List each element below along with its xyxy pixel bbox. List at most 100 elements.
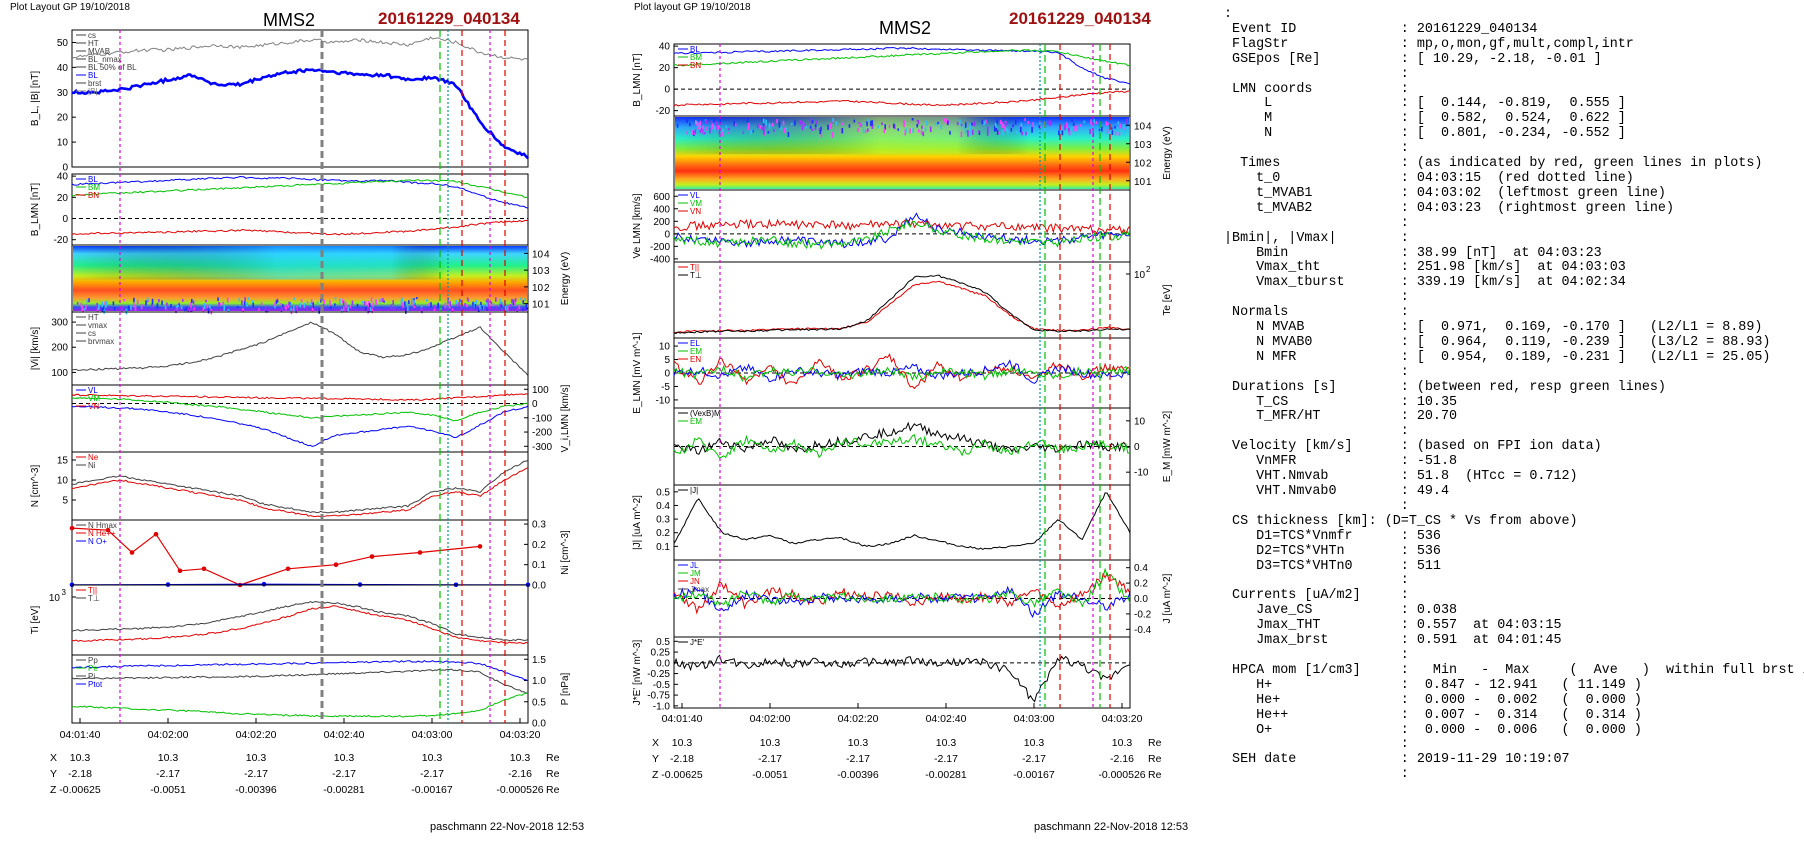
- y-tick-label: 200: [653, 217, 670, 228]
- coord-value: -0.00625: [661, 769, 703, 781]
- spectrogram-pixel: [799, 119, 802, 125]
- series-point: [285, 566, 291, 572]
- spectrogram-pixel: [1058, 130, 1060, 136]
- spectrogram-pixel: [956, 122, 959, 126]
- spectrogram-pixel: [814, 124, 817, 128]
- spectrogram-pixel: [734, 123, 737, 127]
- summary-line: N MVAB : [ 0.971, 0.169, -0.170 ] (L2/L1…: [1224, 320, 1763, 336]
- spectrogram-pixel: [860, 123, 862, 126]
- coord-value: -0.0051: [150, 784, 186, 796]
- spectrogram-pixel: [488, 304, 491, 308]
- summary-line: VHT.Nmvab0 : 49.4: [1224, 484, 1449, 499]
- spectrogram-pixel: [1114, 126, 1116, 129]
- y-tick-label: 0.25: [651, 648, 671, 659]
- spectrogram-pixel: [492, 303, 495, 307]
- spectrogram-pixel: [841, 122, 843, 126]
- summary-line: Jmax_brst : 0.591 at 04:01:45: [1224, 633, 1562, 649]
- spectrogram-pixel: [299, 302, 301, 308]
- spectrogram-pixel: [1016, 130, 1018, 135]
- y-tick-label: 20: [57, 113, 69, 124]
- y-axis-label: Ve LMN [km/s]: [632, 193, 643, 258]
- spectrogram-pixel: [1043, 127, 1046, 130]
- spectrogram-pixel: [448, 301, 450, 308]
- spectrogram-pixel: [329, 300, 331, 307]
- spectrogram-pixel: [1093, 119, 1095, 125]
- spectrogram-pixel: [728, 128, 730, 131]
- y-tick-label: 0: [62, 214, 68, 225]
- spectrogram-pixel: [1123, 123, 1125, 129]
- spectrogram-pixel: [181, 298, 184, 302]
- spectrogram-pixel: [433, 305, 436, 309]
- spectrogram-pixel: [312, 302, 315, 309]
- y-axis-label: |J| [uA m^-2]: [632, 495, 643, 550]
- coord-value: -0.00281: [323, 784, 365, 796]
- spectrogram-pixel: [474, 304, 477, 308]
- spectrogram-pixel: [447, 307, 449, 310]
- y-tick-label: -5: [661, 382, 670, 393]
- series-line: [71, 321, 529, 377]
- time-tick-label: 04:01:40: [662, 713, 703, 725]
- spectrogram-pixel: [83, 308, 86, 311]
- summary-line: :: [1224, 647, 1409, 663]
- spectrogram-pixel: [717, 125, 720, 130]
- spectrogram-pixel: [170, 303, 172, 308]
- spectrogram-pixel: [888, 124, 891, 129]
- spectrogram-pixel: [190, 298, 193, 303]
- coord-axis-label: Y: [652, 753, 660, 765]
- spectrogram-pixel: [694, 129, 697, 135]
- spectrogram-pixel: [1111, 127, 1113, 130]
- spectrogram-pixel: [771, 123, 774, 127]
- spectrogram-pixel: [700, 127, 703, 132]
- coord-value: 10.3: [245, 752, 267, 764]
- spectrogram-pixel: [830, 123, 832, 129]
- spectrogram-pixel: [780, 126, 782, 131]
- y-tick-label: 10: [57, 138, 69, 149]
- spectrogram-pixel: [300, 299, 303, 303]
- spectrogram-pixel: [504, 305, 507, 312]
- spectrogram-pixel: [514, 301, 516, 307]
- y-tick-label: 40: [57, 63, 69, 74]
- series-line: [673, 90, 1131, 107]
- spectrogram-pixel: [1073, 125, 1075, 132]
- spectrogram-pixel: [768, 123, 771, 129]
- y-tick-label: 200: [51, 343, 68, 354]
- y-axis-label: J*E' [nW m^-3]: [632, 640, 643, 706]
- legend: T||T⊥: [678, 263, 702, 280]
- spectrogram-pixel: [699, 120, 702, 126]
- panel-frame: [673, 261, 1131, 339]
- y-axis-label: |Vi| [km/s]: [30, 327, 41, 371]
- y-tick-label: 10: [1134, 158, 1146, 169]
- series-line: [71, 527, 481, 586]
- spectrogram-pixel: [949, 130, 951, 135]
- spectrogram-pixel: [1064, 124, 1066, 131]
- spectrogram-pixel: [260, 302, 263, 306]
- series-point: [129, 550, 135, 555]
- coord-value: 10.3: [333, 752, 355, 764]
- spectrogram-pixel: [964, 128, 967, 135]
- spectrogram-pixel: [365, 301, 367, 306]
- y-tick-label: 100: [532, 385, 549, 396]
- legend-label: T||: [690, 263, 699, 272]
- spectrogram-pixel: [801, 121, 803, 125]
- spectrogram-pixel: [1076, 125, 1078, 132]
- spectrogram-pixel: [343, 306, 345, 313]
- y-tick-label: 2: [544, 283, 550, 294]
- spectrogram-pixel: [166, 302, 168, 307]
- spectrogram-pixel: [479, 304, 481, 310]
- spectrogram-pixel: [820, 126, 822, 131]
- spectrogram-pixel: [765, 119, 767, 126]
- time-tick-label: 04:02:00: [750, 713, 791, 725]
- summary-line: N MVAB0 : [ 0.964, 0.119, -0.239 ] (L3/L…: [1224, 334, 1771, 350]
- spectrogram-pixel: [832, 118, 834, 123]
- spectrogram-pixel: [85, 304, 87, 310]
- y-tick-label: 5: [62, 496, 68, 507]
- spectrogram-pixel: [295, 307, 298, 314]
- spectrogram-pixel: [410, 301, 413, 306]
- spectrogram-pixel: [190, 302, 192, 308]
- y-tick-label: 30: [57, 88, 69, 99]
- series-line: [673, 46, 1131, 85]
- spectrogram-pixel: [998, 131, 1000, 135]
- legend-label: |J|: [690, 486, 698, 495]
